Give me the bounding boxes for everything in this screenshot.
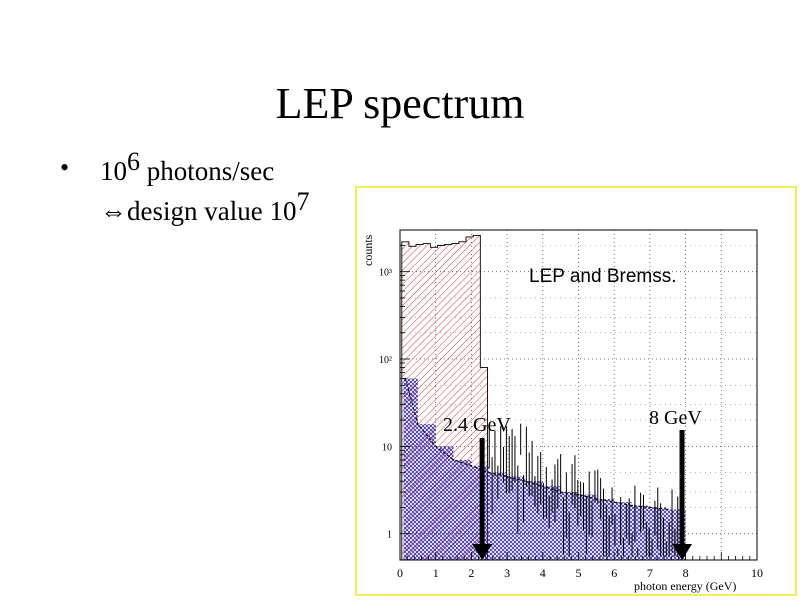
bremss-line: [404, 378, 668, 510]
bremss-point: [488, 471, 491, 474]
x-tick-label: 8: [683, 566, 689, 580]
bullet-line-design-value: ⇔design value 107: [100, 187, 310, 226]
bremss-point: [470, 464, 473, 467]
x-tick-label: 3: [504, 566, 510, 580]
bremss-point: [631, 504, 633, 507]
bremss-point: [613, 501, 615, 503]
x-tick-label: 10: [751, 566, 763, 580]
x-tick-label: 7: [647, 566, 653, 580]
bremss-point: [434, 445, 437, 448]
bullet-line-photon-rate: 106 photons/sec: [100, 147, 275, 186]
annotation-label: 8 GeV: [649, 407, 702, 429]
x-axis-label: photon energy (GeV): [634, 579, 736, 593]
annotation-arrow-shaft: [679, 430, 685, 546]
bremss-point: [666, 508, 669, 511]
x-tick-label: 4: [540, 566, 546, 580]
bremss-point: [524, 480, 526, 482]
bullet-dot-icon: •: [60, 153, 70, 182]
annotation-arrow-head-icon: [472, 544, 493, 560]
slide-title: LEP spectrum: [275, 79, 525, 128]
x-tick-label: 0: [397, 566, 403, 580]
double-arrow-icon: ⇔: [100, 196, 127, 226]
y-tick-label: 10³: [379, 268, 392, 279]
x-tick-label: 6: [611, 566, 617, 580]
x-tick-label: 5: [576, 566, 582, 580]
x-tick-label: 1: [433, 566, 439, 580]
spectrum-plot-frame: 0 1 2 3 4 5 6 7 8 10 1 10 10² 10³ LEP and Bremss. cou…: [355, 186, 797, 596]
bremss-point: [595, 498, 598, 500]
annotation-label: 2.4 GeV: [443, 414, 511, 436]
bremss-point: [417, 423, 419, 425]
annotation-arrow-shaft: [479, 438, 485, 546]
bremss-point: [452, 459, 455, 461]
bremss-point: [404, 377, 407, 380]
y-axis-label: counts: [361, 234, 375, 266]
y-tick-label: 1: [387, 530, 392, 541]
annotation-arrow-head-icon: [672, 544, 693, 560]
x-tick-label: 2: [468, 566, 474, 580]
chart-title: LEP and Bremss.: [529, 266, 677, 287]
bremss-point: [649, 506, 651, 509]
spectrum-chart: 0 1 2 3 4 5 6 7 8 10 1 10 10² 10³ LEP and Bremss. cou…: [361, 229, 763, 593]
y-tick-label: 10: [382, 442, 392, 453]
y-tick-label: 10²: [379, 355, 392, 366]
